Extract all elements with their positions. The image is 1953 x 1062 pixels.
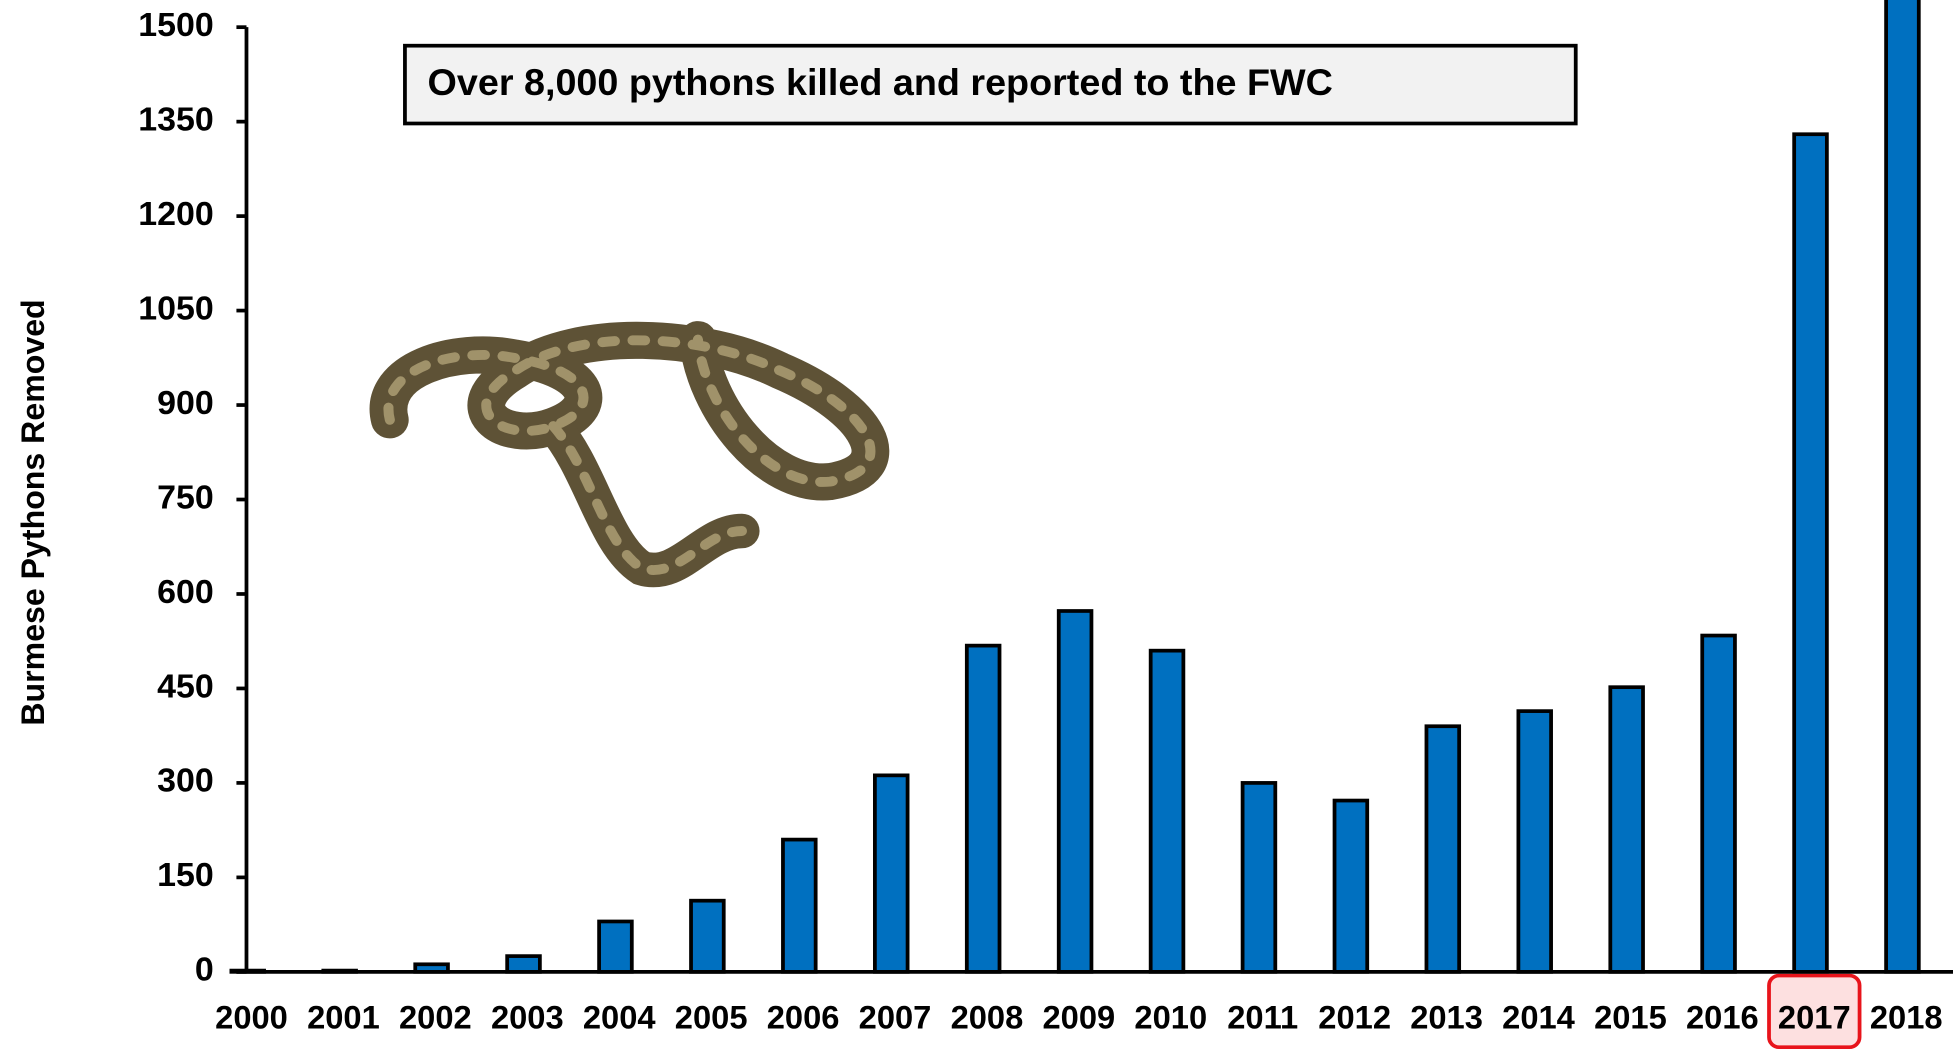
- x-tick-label: 2016: [1686, 1000, 1759, 1036]
- bar: [1240, 781, 1278, 974]
- y-tick-label: 900: [157, 385, 214, 422]
- x-tick-label: 2008: [951, 1000, 1024, 1036]
- x-tick-label: 2002: [399, 1000, 472, 1036]
- x-tick-label: 2017: [1778, 1000, 1851, 1036]
- x-tick-label: 2007: [859, 1000, 932, 1036]
- y-tick-label: 750: [157, 480, 214, 517]
- y-tick-label: 1350: [138, 102, 213, 139]
- bar: [964, 643, 1002, 974]
- x-tick-label: 2013: [1410, 1000, 1483, 1036]
- x-tick-label: 2001: [307, 1000, 380, 1036]
- x-tick-label: 2003: [491, 1000, 564, 1036]
- x-tick-label: 2010: [1134, 1000, 1207, 1036]
- annotation: Over 8,000 pythons killed and reported t…: [428, 61, 1333, 103]
- annotation-box: [403, 43, 1578, 126]
- x-tick-label: 2018: [1870, 1000, 1943, 1036]
- y-tick-label: 0: [195, 952, 214, 989]
- bar: [689, 898, 726, 974]
- x-tick-label: 2015: [1594, 1000, 1667, 1036]
- bar: [505, 954, 542, 974]
- y-tick-label: 300: [157, 763, 214, 800]
- x-tick-label: 2006: [767, 1000, 840, 1036]
- highlight-box: [1767, 973, 1862, 1050]
- x-tick-label: 2005: [675, 1000, 748, 1036]
- y-tick-label: 150: [157, 857, 214, 894]
- x-tick-label: 2004: [583, 1000, 656, 1036]
- y-axis-label: Burmese Pythons Removed: [15, 299, 51, 725]
- x-tick-label: 2000: [215, 1000, 288, 1036]
- x-tick-label: 2011: [1227, 1000, 1298, 1036]
- y-tick-label: 1050: [138, 291, 213, 328]
- x-tick-label: 2012: [1318, 1000, 1391, 1036]
- bar: [1056, 609, 1094, 974]
- bar: [1700, 633, 1737, 974]
- bar: [1332, 798, 1370, 974]
- bar: [1884, 0, 1921, 974]
- y-tick-label: 600: [157, 574, 214, 611]
- y-tick-label: 450: [157, 669, 214, 706]
- y-tick-label: 1500: [138, 7, 213, 44]
- bar: [1792, 132, 1829, 974]
- bar: [597, 919, 634, 974]
- bar: [873, 773, 910, 974]
- x-tick-label: 2014: [1502, 1000, 1575, 1036]
- y-tick-label: 1200: [138, 196, 213, 233]
- x-tick-label: 2009: [1043, 1000, 1116, 1036]
- bar: [1148, 648, 1186, 974]
- bar: [1424, 724, 1462, 974]
- bar: [1516, 709, 1553, 974]
- bar: [781, 837, 818, 974]
- python-image: [369, 321, 890, 588]
- bar: [1608, 685, 1645, 974]
